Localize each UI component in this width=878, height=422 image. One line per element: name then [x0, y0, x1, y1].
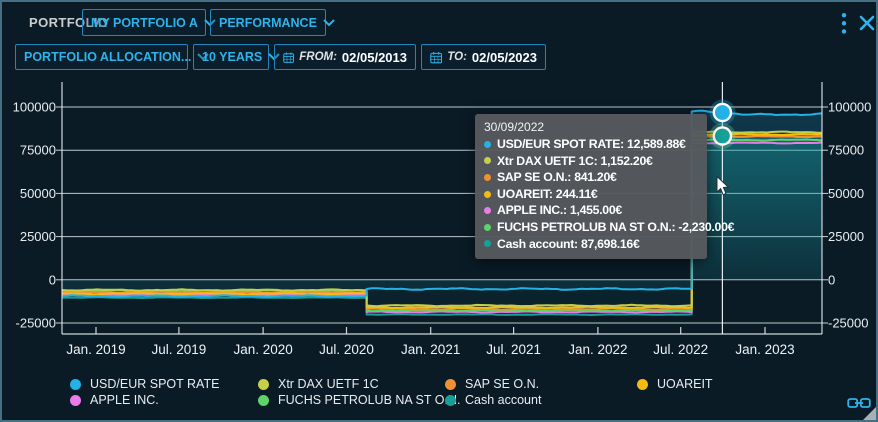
view-select[interactable]: PERFORMANCE — [210, 9, 335, 36]
series-color-dot — [484, 240, 491, 248]
svg-text:Jan. 2020: Jan. 2020 — [233, 342, 292, 357]
tooltip-row-text: FUCHS PETROLUB NA ST O.N.: -2,230.00€ — [497, 219, 735, 234]
svg-text:100000: 100000 — [828, 100, 871, 115]
svg-text:Jul. 2022: Jul. 2022 — [653, 342, 708, 357]
from-value: 02/05/2013 — [341, 49, 407, 65]
to-label: TO: — [447, 51, 467, 63]
svg-text:75000: 75000 — [20, 143, 56, 158]
chevron-down-icon — [323, 18, 335, 26]
svg-text:Jul. 2021: Jul. 2021 — [486, 342, 541, 357]
tooltip-row: Cash account: 87,698.16€ — [484, 236, 698, 253]
svg-text:25000: 25000 — [20, 229, 56, 244]
svg-text:Jul. 2019: Jul. 2019 — [152, 342, 207, 357]
date-from-picker[interactable]: FROM: 02/05/2013 — [274, 44, 416, 70]
calendar-icon — [430, 51, 443, 63]
legend-item[interactable]: APPLE INC. — [70, 393, 159, 407]
to-value: 02/05/2023 — [471, 49, 537, 65]
series-color-dot — [484, 223, 491, 231]
tooltip-row-text: APPLE INC.: 1,455.00€ — [497, 203, 622, 218]
svg-text:50000: 50000 — [828, 186, 864, 201]
portfolio-select-value: MY PORTFOLIO A — [91, 15, 198, 30]
tooltip-row-text: Xtr DAX UETF 1C: 1,152.20€ — [497, 153, 653, 168]
tooltip-date: 30/09/2022 — [484, 120, 545, 134]
svg-text:50000: 50000 — [20, 186, 56, 201]
resize-grip[interactable] — [863, 407, 876, 420]
chevron-down-icon — [197, 53, 210, 61]
svg-text:100000: 100000 — [13, 100, 56, 115]
tooltip-row: USD/EUR SPOT RATE: 12,589.88€ — [484, 136, 698, 153]
legend-color-dot — [258, 394, 269, 406]
legend-item[interactable]: USD/EUR SPOT RATE — [70, 377, 219, 391]
legend-label: FUCHS PETROLUB NA ST O.N. — [278, 393, 461, 407]
series-color-dot — [484, 140, 491, 148]
legend-color-dot — [637, 378, 648, 390]
legend-label: APPLE INC. — [90, 393, 159, 407]
series-color-dot — [484, 157, 491, 165]
svg-text:-25000: -25000 — [16, 316, 56, 331]
kebab-menu-icon[interactable] — [836, 12, 851, 35]
legend-color-dot — [445, 378, 456, 390]
tooltip-row: UOAREIT: 244.11€ — [484, 186, 698, 203]
close-icon[interactable] — [857, 13, 876, 33]
legend-color-dot — [70, 378, 81, 390]
tooltip-row: Xtr DAX UETF 1C: 1,152.20€ — [484, 153, 698, 170]
series-color-dot — [484, 190, 491, 198]
legend-label: Cash account — [465, 393, 542, 407]
legend-item[interactable]: SAP SE O.N. — [445, 377, 539, 391]
tooltip-row-text: Cash account: 87,698.16€ — [497, 236, 640, 251]
svg-text:Jan. 2019: Jan. 2019 — [66, 342, 125, 357]
range-select-value: 10 YEARS — [202, 50, 263, 64]
date-to-picker[interactable]: TO: 02/05/2023 — [421, 44, 546, 70]
svg-text:25000: 25000 — [828, 229, 864, 244]
legend-item[interactable]: FUCHS PETROLUB NA ST O.N. — [258, 393, 460, 407]
legend-label: UOAREIT — [657, 377, 713, 391]
view-select-value: PERFORMANCE — [219, 15, 317, 30]
tooltip-row: APPLE INC.: 1,455.00€ — [484, 202, 698, 219]
chart-tooltip: 30/09/2022 USD/EUR SPOT RATE: 12,589.88€… — [475, 114, 734, 260]
series-color-dot — [484, 173, 491, 181]
legend-label: Xtr DAX UETF 1C — [278, 377, 379, 391]
legend-label: USD/EUR SPOT RATE — [90, 377, 220, 391]
legend-item[interactable]: UOAREIT — [637, 377, 713, 391]
svg-text:Jan. 2022: Jan. 2022 — [568, 342, 627, 357]
legend-color-dot — [70, 394, 81, 406]
svg-text:0: 0 — [49, 272, 56, 287]
allocation-select[interactable]: PORTFOLIO ALLOCATION... — [15, 44, 210, 70]
tooltip-row: FUCHS PETROLUB NA ST O.N.: -2,230.00€ — [484, 219, 734, 236]
svg-text:0: 0 — [828, 272, 835, 287]
calendar-icon — [283, 51, 294, 63]
legend-item[interactable]: Cash account — [445, 393, 541, 407]
series-color-dot — [484, 207, 491, 215]
chevron-down-icon — [204, 18, 216, 26]
legend-label: SAP SE O.N. — [465, 377, 540, 391]
tooltip-row-text: UOAREIT: 244.11€ — [497, 186, 598, 201]
allocation-select-value: PORTFOLIO ALLOCATION... — [24, 50, 192, 64]
svg-text:Jan. 2021: Jan. 2021 — [401, 342, 460, 357]
svg-text:Jul. 2020: Jul. 2020 — [319, 342, 374, 357]
portfolio-select[interactable]: MY PORTFOLIO A — [82, 9, 216, 36]
svg-text:75000: 75000 — [828, 143, 864, 158]
tooltip-row: SAP SE O.N.: 841.20€ — [484, 169, 698, 186]
svg-text:Jan. 2023: Jan. 2023 — [735, 342, 794, 357]
range-select[interactable]: 10 YEARS — [193, 44, 280, 70]
tooltip-row-text: SAP SE O.N.: 841.20€ — [497, 170, 617, 185]
legend-color-dot — [445, 394, 456, 406]
legend-color-dot — [258, 378, 269, 390]
svg-text:-25000: -25000 — [828, 316, 868, 331]
widget-title: PORTFOLIO — [29, 15, 109, 30]
legend-item[interactable]: Xtr DAX UETF 1C — [258, 377, 379, 391]
tooltip-row-text: USD/EUR SPOT RATE: 12,589.88€ — [497, 137, 686, 151]
from-label: FROM: — [299, 51, 337, 63]
